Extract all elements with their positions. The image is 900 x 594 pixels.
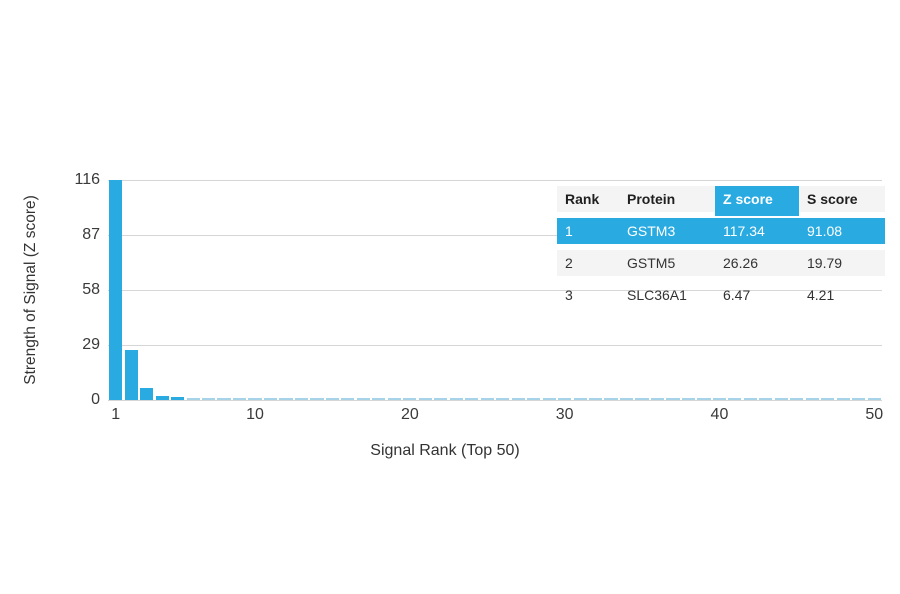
bar xyxy=(140,387,154,400)
bar xyxy=(496,398,510,400)
sscore-cell: 19.79 xyxy=(799,250,885,276)
table-row: 3 SLC36A1 6.47 4.21 xyxy=(557,282,885,308)
bar xyxy=(821,398,835,400)
bar xyxy=(434,398,448,400)
bar xyxy=(263,398,278,400)
protein-cell: GSTM3 xyxy=(619,218,715,244)
bar xyxy=(805,398,819,400)
gridline xyxy=(108,400,882,401)
plot-area xyxy=(108,180,882,401)
x-tick-label: 1 xyxy=(111,406,121,423)
bar xyxy=(201,398,216,400)
x-tick-label: 30 xyxy=(555,406,574,423)
bar xyxy=(743,398,757,400)
bar xyxy=(341,398,355,400)
bar xyxy=(372,398,386,400)
x-tick-label: 40 xyxy=(710,406,729,423)
col-header-sscore: S score xyxy=(799,186,885,212)
bar xyxy=(387,398,401,400)
x-axis-title: Signal Rank (Top 50) xyxy=(370,442,520,459)
bar xyxy=(635,398,649,400)
bar xyxy=(759,398,773,400)
bar xyxy=(712,398,726,400)
bar xyxy=(217,398,231,400)
bar xyxy=(248,398,262,400)
bar xyxy=(666,398,680,400)
protein-cell: SLC36A1 xyxy=(627,287,687,303)
bar xyxy=(774,398,788,400)
bar xyxy=(418,398,432,400)
y-tick-label: 116 xyxy=(74,171,100,188)
ranking-table: Rank Protein Z score S score 1 GSTM3 117… xyxy=(557,186,885,314)
bar xyxy=(542,398,556,400)
table-row: 2 GSTM5 26.26 19.79 xyxy=(557,250,885,276)
bar xyxy=(681,398,696,400)
bar xyxy=(836,398,850,400)
y-tick-label: 87 xyxy=(82,226,100,243)
y-axis-title: Strength of Signal (Z score) xyxy=(22,195,39,385)
x-tick-label: 20 xyxy=(400,406,419,423)
sscore-cell: 91.08 xyxy=(799,218,885,244)
bar xyxy=(790,398,804,400)
bar xyxy=(356,398,370,400)
bar xyxy=(852,398,866,400)
bar xyxy=(325,398,339,400)
bar xyxy=(588,398,603,400)
bar xyxy=(403,398,417,400)
gridline xyxy=(108,290,882,291)
bar xyxy=(573,398,587,400)
bar xyxy=(728,398,742,400)
bar xyxy=(279,398,293,400)
bar xyxy=(155,396,169,400)
bar xyxy=(558,398,572,400)
bar xyxy=(619,398,634,400)
table-header-row: Rank Protein Z score S score xyxy=(557,186,885,216)
col-header-rank: Rank xyxy=(557,186,619,212)
bar xyxy=(604,398,618,400)
y-tick-label: 58 xyxy=(82,281,100,298)
bar xyxy=(124,350,138,400)
bar xyxy=(867,398,881,400)
gridline xyxy=(108,235,882,236)
zscore-cell: 117.34 xyxy=(715,218,799,244)
bar xyxy=(310,398,324,400)
bar xyxy=(480,398,494,400)
bar xyxy=(171,396,185,400)
x-tick-label: 50 xyxy=(865,406,884,423)
y-tick-label: 29 xyxy=(82,336,100,353)
bar xyxy=(465,398,479,400)
table-row: 1 GSTM3 117.34 91.08 xyxy=(557,218,885,244)
bar xyxy=(650,398,665,400)
col-header-protein: Protein xyxy=(619,186,715,212)
bar xyxy=(232,398,247,400)
protein-cell: GSTM5 xyxy=(619,250,715,276)
bar xyxy=(511,398,525,400)
col-header-zscore: Z score xyxy=(715,186,799,216)
y-tick-label: 0 xyxy=(91,391,100,408)
bar xyxy=(294,398,309,400)
sscore-cell: 4.21 xyxy=(807,287,835,303)
bar xyxy=(449,398,463,400)
bar xyxy=(186,398,200,400)
bar xyxy=(527,398,541,400)
zscore-cell: 26.26 xyxy=(715,250,799,276)
rank-cell: 3 xyxy=(565,287,573,303)
gridline xyxy=(108,180,882,181)
x-tick-label: 10 xyxy=(246,406,264,423)
gridline xyxy=(108,345,882,346)
rank-cell: 1 xyxy=(557,218,619,244)
bar xyxy=(109,180,123,400)
bar xyxy=(697,398,711,400)
rank-cell: 2 xyxy=(557,250,619,276)
zscore-cell: 6.47 xyxy=(723,287,751,303)
